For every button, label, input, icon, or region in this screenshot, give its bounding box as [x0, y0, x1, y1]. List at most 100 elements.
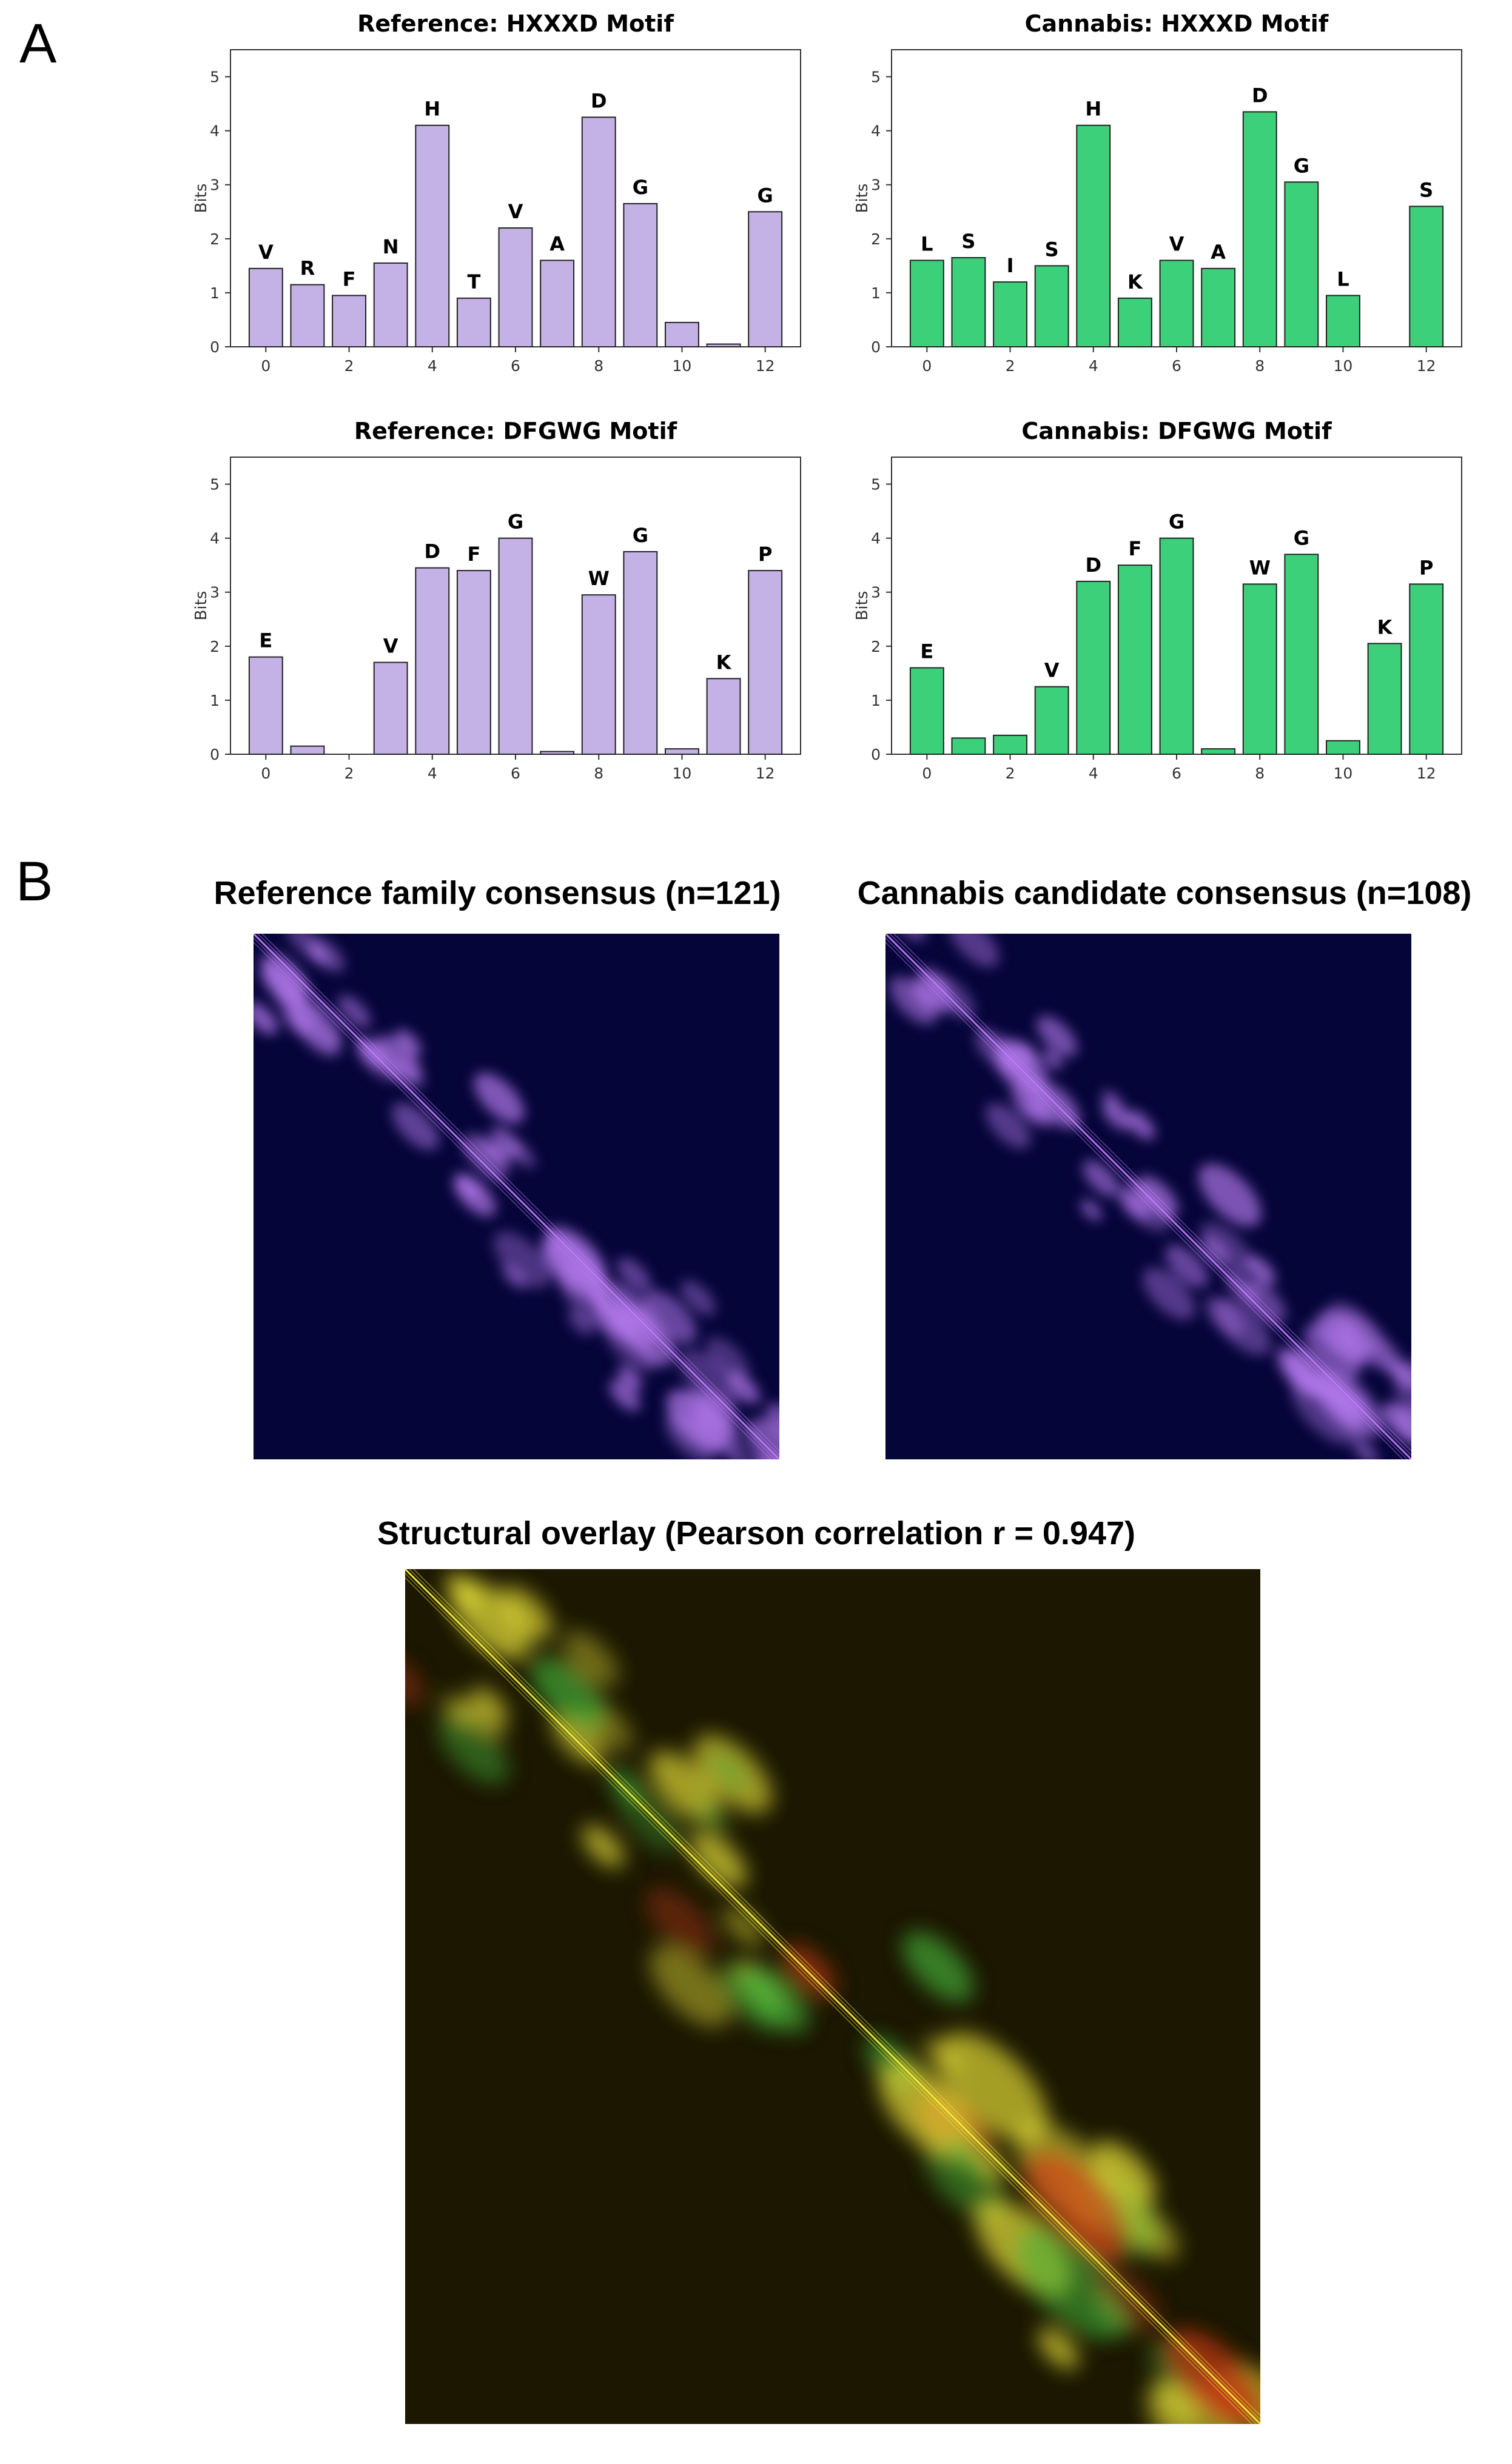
contact-blob [1200, 1222, 1253, 1275]
y-tick-label: 1 [210, 284, 220, 302]
chart-title: Cannabis: HXXXD Motif [1025, 10, 1329, 37]
bar [748, 570, 783, 755]
bar [951, 257, 986, 347]
bar [248, 267, 283, 347]
bar [665, 748, 699, 755]
bar-residue-label: V [1044, 659, 1060, 682]
contact-blob [1011, 1083, 1055, 1127]
x-tick-label: 6 [511, 357, 520, 375]
contact-blob [1014, 2226, 1128, 2340]
diagonal-line [405, 1573, 1257, 2424]
bar [456, 570, 491, 755]
bar [332, 295, 366, 348]
x-tick-label: 8 [594, 765, 603, 782]
contact-blob [1354, 1440, 1378, 1459]
x-tick-label: 2 [344, 357, 354, 375]
contact-blob [568, 1310, 593, 1336]
contact-blob [924, 2138, 1006, 2220]
bar-residue-label: H [1085, 98, 1101, 121]
contact-blob [606, 1766, 644, 1804]
bar [951, 737, 986, 755]
bar-residue-label: G [1294, 154, 1309, 177]
bar-residue-label: G [758, 184, 773, 207]
x-tick-label: 0 [922, 357, 932, 375]
bar-residue-label: A [549, 232, 565, 255]
contact-blob [310, 937, 344, 973]
y-tick-label: 1 [871, 692, 881, 709]
contact-blob [582, 1825, 625, 1868]
bar [1201, 748, 1236, 755]
overlay-title: Structural overlay (Pearson correlation … [377, 1515, 1135, 1552]
bar [1076, 580, 1111, 755]
contact-blob [1198, 1163, 1262, 1227]
contact-blob [645, 1887, 716, 1958]
x-tick-label: 4 [428, 357, 437, 375]
contact-blob [275, 988, 306, 1019]
y-tick-label: 4 [871, 530, 881, 547]
contact-blob [338, 995, 371, 1028]
bar [1367, 643, 1402, 755]
bar [706, 343, 741, 348]
contact-blob [889, 976, 938, 1025]
bar-chart-cannabis-dfgwg: Cannabis: DFGWG Motif 0 1 2 3 4 5 0 2 4 6 8 10 12 Bits… [843, 407, 1474, 808]
contact-blob [1092, 2140, 1157, 2205]
contact-blob [563, 1631, 619, 1687]
contact-blob [1043, 1050, 1063, 1070]
bar [909, 259, 944, 348]
chart-title: Reference: DFGWG Motif [354, 418, 677, 444]
contact-blob [617, 1257, 651, 1292]
bar [1284, 554, 1319, 755]
heatmap-title-reference: Reference family consensus (n=121) [213, 875, 781, 911]
bar-residue-label: G [1294, 526, 1309, 549]
bar-residue-label: P [1419, 556, 1433, 579]
y-tick-label: 3 [210, 584, 220, 601]
y-tick-label: 4 [210, 122, 220, 140]
contact-blob [1080, 1199, 1102, 1221]
contact-blob [742, 1965, 809, 2033]
x-tick-label: 4 [1089, 357, 1098, 375]
contact-blob [649, 1945, 731, 2027]
heatmap-blobs [405, 1573, 1260, 2424]
x-tick-label: 12 [756, 357, 775, 375]
bar [498, 227, 533, 347]
diagonal-line [893, 934, 1411, 1451]
contact-blob [914, 974, 953, 1013]
y-tick-label: 0 [871, 338, 881, 356]
bar-residue-label: W [588, 567, 610, 590]
x-tick-label: 6 [1172, 357, 1181, 375]
bar-residue-label: P [758, 543, 772, 566]
bar [373, 262, 408, 347]
bar [540, 751, 575, 755]
panel-label-a: A [19, 13, 57, 75]
bar-residue-label: G [1169, 511, 1184, 534]
x-tick-label: 10 [1334, 765, 1353, 782]
contact-blob [594, 1281, 659, 1347]
contact-blob [1120, 1182, 1171, 1232]
contact-blob [1165, 1244, 1209, 1288]
x-tick-label: 10 [673, 765, 692, 782]
contact-blob [946, 2137, 986, 2177]
bar [1159, 537, 1194, 755]
bar [1284, 181, 1319, 347]
bar-residue-label: L [1337, 267, 1349, 290]
contact-blob [1388, 1361, 1411, 1388]
x-tick-label: 2 [1006, 765, 1015, 782]
contact-blob [531, 1656, 606, 1732]
bar [748, 211, 783, 348]
contact-blob [922, 2037, 961, 2075]
contact-blob [299, 997, 323, 1020]
x-tick-label: 8 [594, 357, 603, 375]
contact-blob [1214, 1298, 1271, 1356]
diagonal-line [254, 942, 771, 1459]
bar [290, 284, 325, 347]
bar [1326, 295, 1360, 348]
contact-blob [392, 1103, 440, 1150]
bar [581, 116, 616, 347]
contact-blob [261, 952, 309, 1001]
x-tick-label: 12 [1417, 765, 1436, 782]
contact-blob [618, 1366, 643, 1391]
bar-chart-reference-hxxxd: Reference: HXXXD Motif 0 1 2 3 4 5 0 2 4 6 8 10 12 Bit… [182, 0, 813, 400]
bar-residue-label: V [1169, 232, 1184, 255]
bar-residue-label: K [1127, 270, 1143, 293]
bar [1117, 297, 1152, 347]
